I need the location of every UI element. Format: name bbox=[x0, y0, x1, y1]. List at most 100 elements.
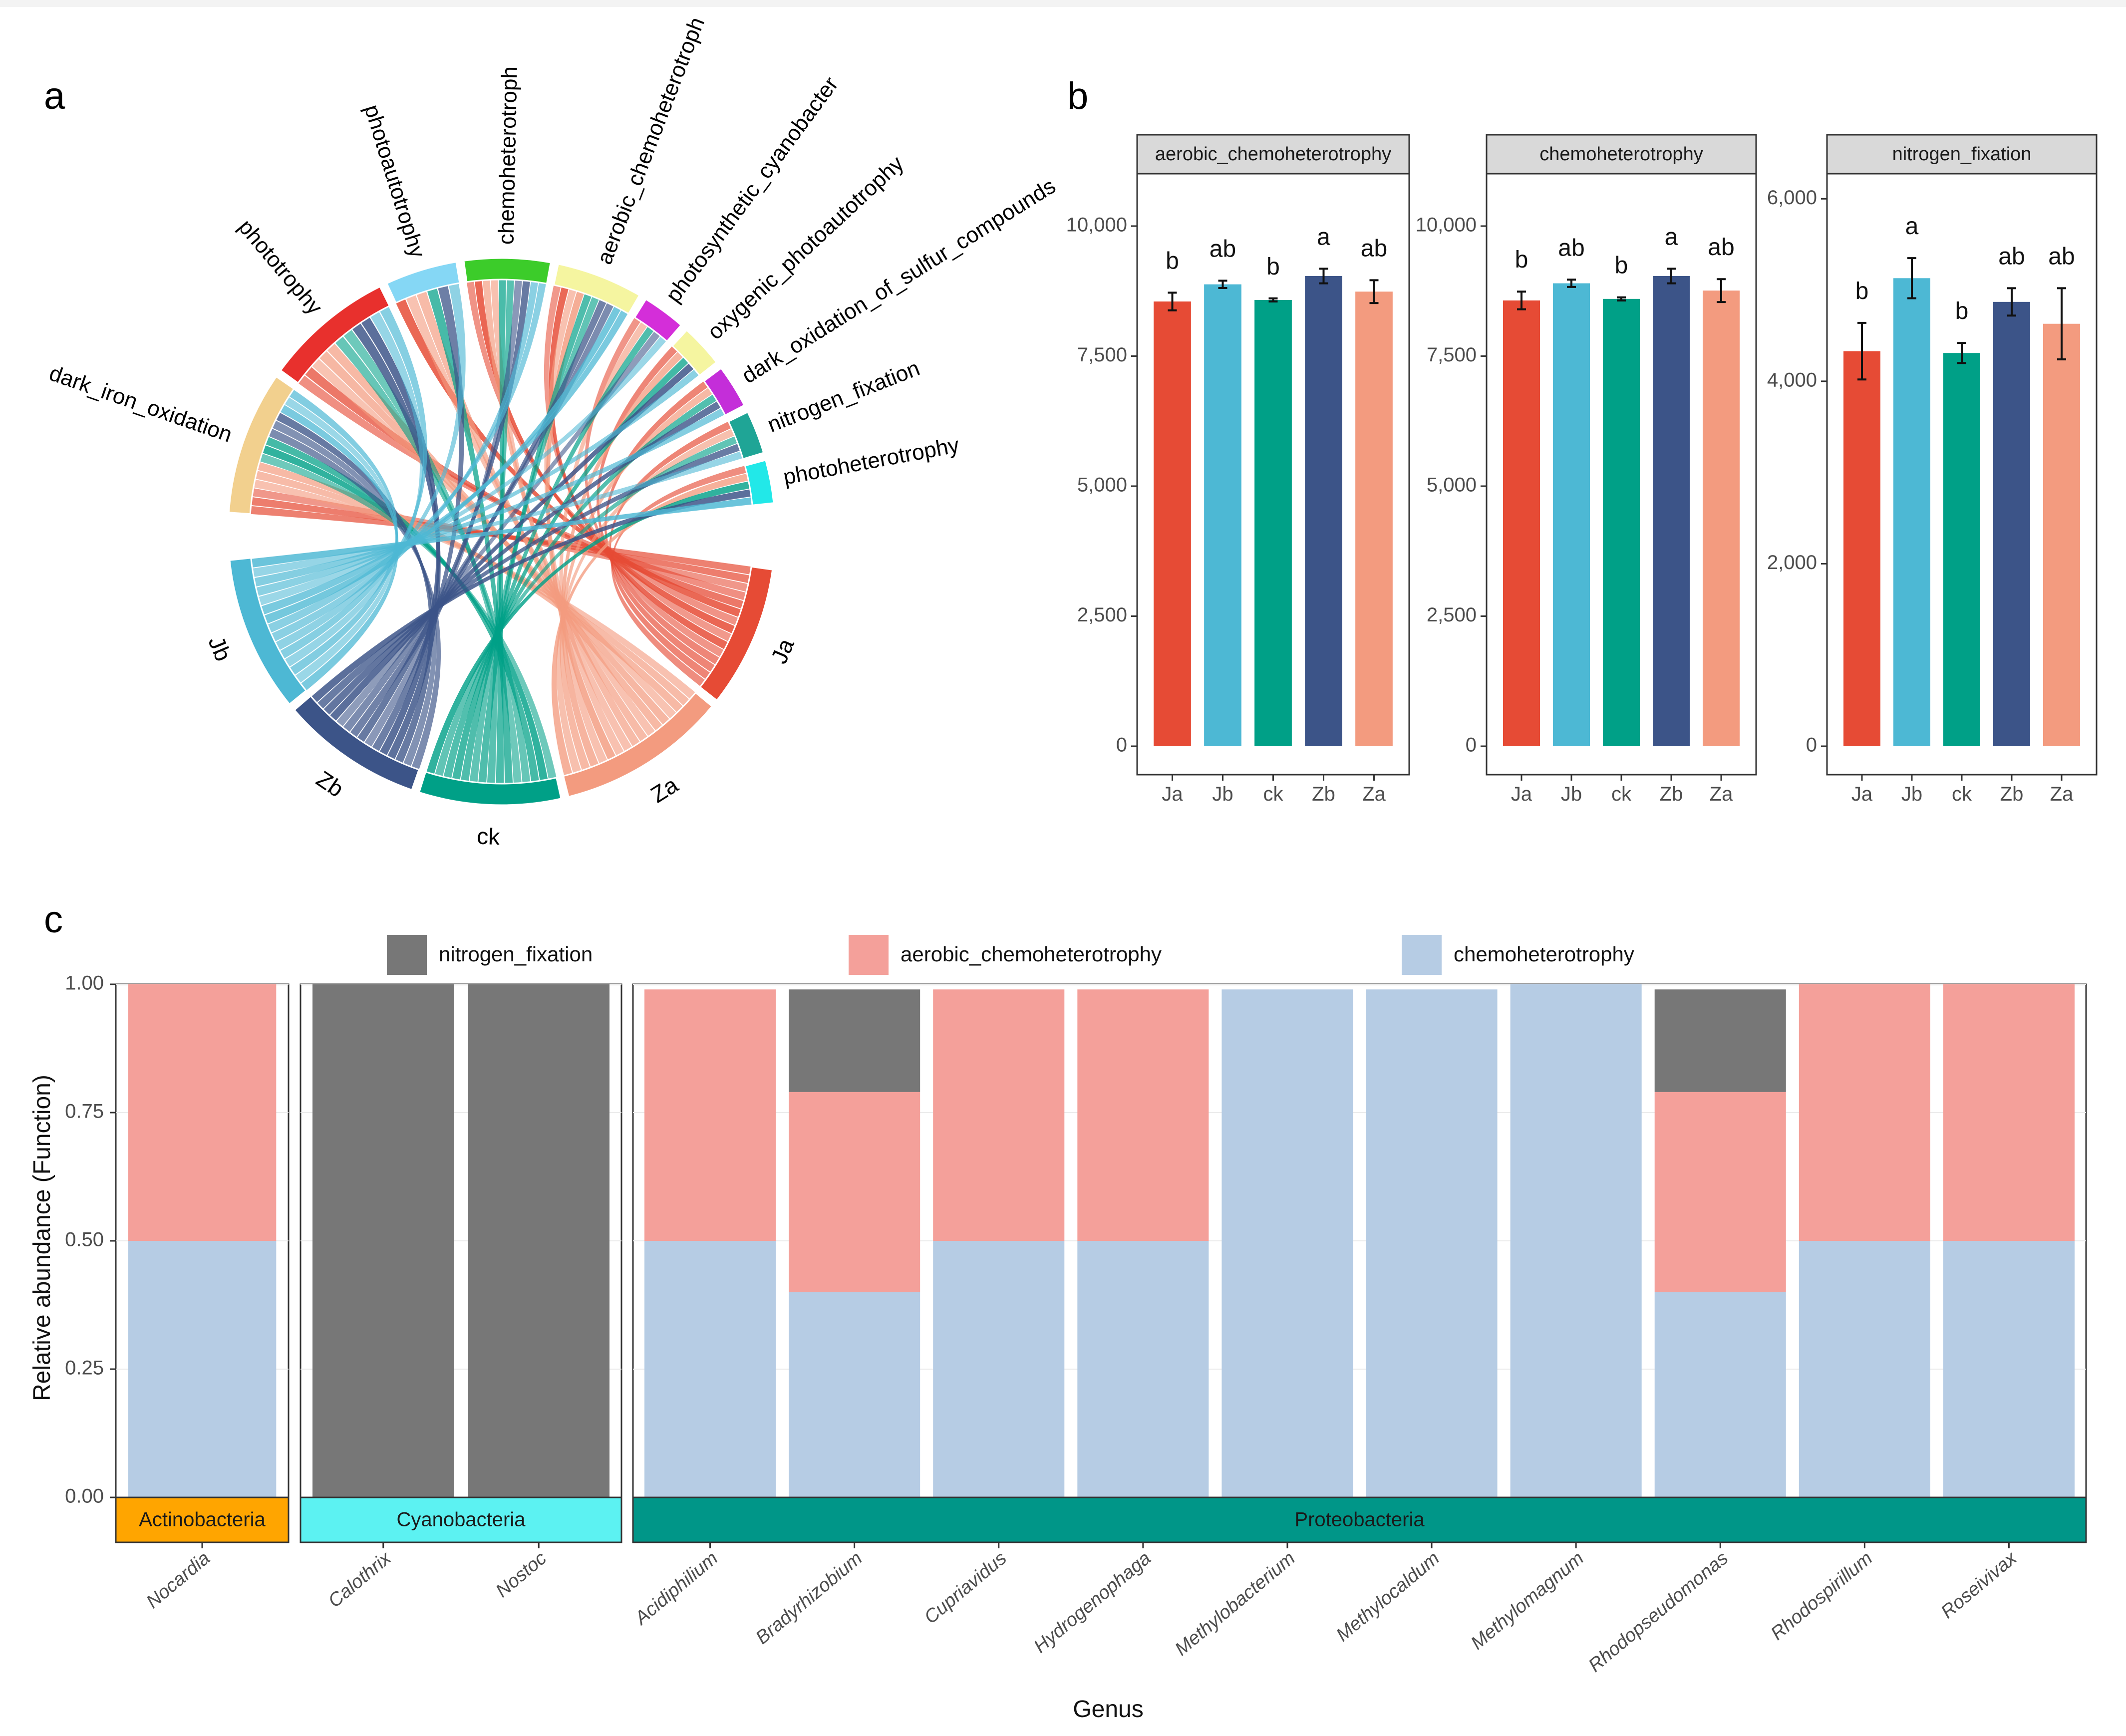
x-tick-label: Ja bbox=[1162, 783, 1183, 805]
chord-ribbons bbox=[250, 280, 753, 784]
y-tick-label: 2,000 bbox=[1767, 552, 1817, 574]
facet-proteobacteria: Acidiphilium Bradyrhizobium Cupriavidus Hyd… bbox=[630, 983, 2087, 1676]
y-tick-label: 4,000 bbox=[1767, 369, 1817, 391]
stack-segment-aerobic-chemoheterotrophy bbox=[789, 1092, 920, 1292]
chord-arc-photosynthetic-cyanobacter bbox=[633, 298, 682, 342]
y-tick-label: 0.00 bbox=[65, 1485, 104, 1507]
facet-strip bbox=[1826, 134, 2098, 175]
chord-ribbon bbox=[597, 346, 720, 665]
stack-segment-chemoheterotrophy bbox=[789, 1292, 920, 1497]
facet-title: nitrogen_fixation bbox=[1892, 144, 2032, 165]
y-tick-label: 7,500 bbox=[1427, 344, 1477, 366]
significance-letter: b bbox=[1266, 254, 1280, 280]
stack-segment-nitrogen-fixation bbox=[312, 984, 454, 1497]
significance-letter: ab bbox=[1558, 235, 1584, 261]
stack-segment-nitrogen-fixation bbox=[789, 989, 920, 1092]
y-tick-label: 5,000 bbox=[1427, 474, 1477, 496]
y-tick-label: 0 bbox=[1806, 734, 1817, 756]
stack-segment-aerobic-chemoheterotrophy bbox=[1943, 984, 2075, 1241]
chord-arc-phototrophy bbox=[280, 286, 391, 384]
chord-ribbon bbox=[272, 420, 437, 767]
significance-letter: b bbox=[1515, 247, 1528, 273]
chord-ribbon bbox=[469, 296, 600, 783]
stack-segment-chemoheterotrophy bbox=[1654, 1292, 1786, 1497]
y-tick-label: 0 bbox=[1116, 734, 1127, 756]
x-tick-label: Za bbox=[1710, 783, 1733, 805]
top-edge-strip bbox=[0, 0, 2126, 7]
chord-arc-group-Jb bbox=[229, 557, 307, 705]
chord-arc-group-ck bbox=[418, 771, 562, 806]
phylum-strip bbox=[115, 1496, 290, 1543]
stack-segment-aerobic-chemoheterotrophy bbox=[1654, 1092, 1786, 1292]
y-tick-label: 0.75 bbox=[65, 1101, 104, 1123]
bar-Zb bbox=[1993, 301, 2030, 746]
chord-ribbon bbox=[329, 363, 694, 721]
stack-segment-aerobic-chemoheterotrophy bbox=[644, 989, 776, 1241]
significance-letter: b bbox=[1855, 278, 1869, 304]
facet-aerobic-chemoheterotrophy: aerobic_chemoheterotrophy 0 2,500 5,000 7,50… bbox=[1066, 134, 1410, 805]
stack-segment-aerobic-chemoheterotrophy bbox=[1799, 984, 1930, 1241]
chord-arc-oxygenic-photoautotrophy bbox=[671, 329, 718, 377]
chord-arc-group-Ja bbox=[699, 566, 774, 702]
chord-ribbon bbox=[252, 451, 743, 578]
phylum-strip bbox=[300, 1496, 622, 1543]
y-tick-label: 2,500 bbox=[1077, 604, 1127, 626]
chord-ribbon bbox=[251, 497, 753, 568]
significance-letter: ab bbox=[2048, 243, 2075, 270]
bar-Za bbox=[2043, 323, 2080, 746]
facet-strip bbox=[1136, 134, 1410, 175]
x-axis-title: Genus bbox=[1073, 1696, 1143, 1723]
chord-ribbon bbox=[280, 404, 399, 691]
chord-arc-nitrogen-fixation bbox=[727, 411, 765, 460]
y-tick-label: 10,000 bbox=[1066, 214, 1127, 236]
stack-segment-chemoheterotrophy bbox=[128, 1241, 277, 1497]
y-axis-title: Relative abundance (Function) bbox=[29, 1075, 55, 1401]
chord-arc-aerobic-chemoheterotroph bbox=[553, 263, 641, 315]
y-tick-label: 0.25 bbox=[65, 1357, 104, 1379]
stack-segment-chemoheterotrophy bbox=[1077, 1241, 1209, 1497]
chord-ribbon bbox=[268, 428, 441, 770]
stack-segment-chemoheterotrophy bbox=[1221, 989, 1353, 1497]
bar-ck bbox=[1603, 298, 1640, 746]
significance-letter: b bbox=[1615, 253, 1628, 279]
panel-b-bar-charts: aerobic_chemoheterotrophy 0 2,500 5,000 7,50… bbox=[1066, 134, 2098, 805]
significance-letter: ab bbox=[1210, 236, 1236, 262]
x-tick-label: Zb bbox=[1660, 783, 1683, 805]
y-tick-label: 7,500 bbox=[1077, 344, 1127, 366]
facet-title: aerobic_chemoheterotrophy bbox=[1155, 144, 1391, 165]
chord-ribbon bbox=[416, 291, 648, 742]
chord-ribbon bbox=[326, 343, 663, 731]
chord-ribbon bbox=[560, 387, 713, 771]
stack-segment-chemoheterotrophy bbox=[1510, 984, 1642, 1497]
chord-ribbon bbox=[551, 473, 749, 776]
x-tick-label: Jb bbox=[1901, 783, 1922, 805]
facet-title: chemoheterotrophy bbox=[1539, 144, 1703, 165]
chord-arc-chemoheterotroph bbox=[463, 257, 552, 285]
chord-arc-dark-oxidation-of-sulfur-compounds bbox=[703, 367, 746, 416]
significance-letter: ab bbox=[1998, 243, 2025, 270]
bar-ck bbox=[1943, 353, 1980, 746]
legend-swatch-nitrogen-fixation bbox=[387, 935, 427, 975]
x-tick-label: Zb bbox=[1312, 783, 1335, 805]
phylum-label: Actinobacteria bbox=[139, 1509, 266, 1531]
y-tick-label: 5,000 bbox=[1077, 474, 1127, 496]
chord-ribbon bbox=[427, 288, 513, 784]
bar-Ja bbox=[1154, 301, 1191, 746]
legend-label: aerobic_chemoheterotrophy bbox=[901, 942, 1162, 966]
significance-letter: b bbox=[1955, 298, 1969, 324]
x-tick-label: Za bbox=[2050, 783, 2074, 805]
phylum-label: Proteobacteria bbox=[1294, 1509, 1425, 1531]
x-tick-label: Jb bbox=[1212, 783, 1233, 805]
chord-ribbon bbox=[319, 350, 670, 725]
bar-Ja bbox=[1503, 300, 1540, 746]
bar-Zb bbox=[1305, 276, 1342, 746]
stack-segment-chemoheterotrophy bbox=[1366, 989, 1498, 1497]
stack-segment-nitrogen-fixation bbox=[468, 984, 609, 1497]
bar-Jb bbox=[1204, 284, 1241, 746]
chord-arc-photoheterotrophy bbox=[744, 459, 775, 506]
y-tick-label: 1.00 bbox=[65, 972, 104, 994]
x-tick-label: ck bbox=[1263, 783, 1284, 805]
stack-segment-aerobic-chemoheterotrophy bbox=[128, 984, 277, 1241]
